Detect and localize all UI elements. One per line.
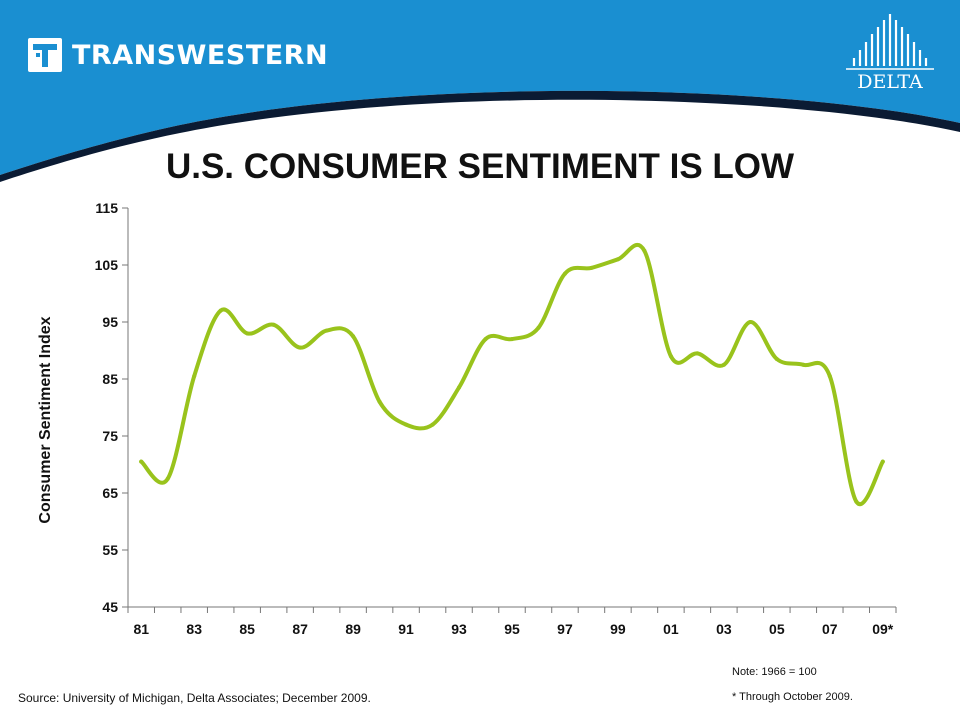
note-base-year: Note: 1966 = 100 (732, 666, 817, 678)
y-tick-label: 85 (102, 371, 118, 387)
y-tick-label: 115 (95, 200, 118, 216)
x-tick-label: 95 (504, 621, 520, 637)
data-point (377, 399, 382, 404)
y-tick-label: 55 (102, 542, 118, 558)
data-point (589, 265, 594, 270)
data-point (457, 385, 461, 390)
x-tick-label: 83 (186, 621, 202, 637)
x-tick-label: 81 (133, 621, 149, 637)
data-point (827, 374, 832, 379)
data-point (642, 248, 647, 253)
x-tick-label: 97 (557, 621, 573, 637)
x-tick-label: 07 (822, 621, 838, 637)
chart-axes (127, 208, 896, 608)
x-axis-ticks: 81 83 85 87 89 91 93 95 97 99 01 03 05 07 09* (127, 607, 897, 637)
data-point (563, 271, 567, 276)
data-point (748, 320, 753, 324)
data-point (192, 374, 197, 379)
x-tick-label: 87 (292, 621, 308, 637)
brand-logo-text: TRANSWESTERN (72, 40, 329, 71)
x-tick-label: 03 (716, 621, 732, 637)
sentiment-series-line (139, 242, 885, 507)
y-tick-label: 75 (102, 428, 118, 444)
data-point (324, 328, 329, 333)
slide-title: U.S. CONSUMER SENTIMENT IS LOW (165, 147, 795, 186)
y-tick-label: 95 (102, 314, 118, 330)
header-blue-band (0, 0, 960, 175)
delta-logo-text: DELTA (857, 71, 923, 93)
data-point (430, 422, 435, 427)
source-note: Source: University of Michigan, Delta As… (18, 691, 371, 705)
x-tick-label: 91 (398, 621, 414, 637)
x-tick-label: 09* (872, 621, 894, 637)
data-point (615, 257, 620, 262)
y-tick-label: 45 (102, 599, 118, 615)
x-tick-label: 89 (345, 621, 361, 637)
transwestern-logo-icon (28, 38, 62, 72)
delta-logo-icon: DELTA (846, 14, 934, 93)
data-point (880, 459, 885, 464)
y-tick-label: 105 (95, 257, 119, 273)
data-point (404, 422, 409, 427)
header-band (0, 0, 960, 182)
y-axis-ticks: 45 55 65 75 85 95 105 115 (95, 200, 128, 615)
data-point (165, 476, 170, 481)
x-tick-label: 05 (769, 621, 785, 637)
data-point (351, 334, 356, 339)
data-point (695, 351, 700, 356)
data-point (668, 354, 673, 359)
data-point (245, 331, 250, 336)
x-tick-label: 01 (663, 621, 679, 637)
data-point (536, 325, 541, 330)
y-axis-label: Consumer Sentiment Index (37, 316, 54, 524)
data-point (139, 459, 144, 464)
data-point (510, 337, 514, 342)
data-point (271, 322, 276, 327)
chart-series (139, 242, 885, 507)
data-point (774, 357, 779, 361)
x-tick-label: 93 (451, 621, 467, 637)
data-point (721, 362, 726, 367)
x-tick-label: 99 (610, 621, 626, 637)
y-tick-label: 65 (102, 485, 118, 501)
data-point (854, 499, 859, 504)
note-through-date: * Through October 2009. (732, 691, 853, 703)
line-chart: 45 55 65 75 85 95 105 115 81 83 85 87 89 91 93 95 97 99 0… (95, 200, 897, 637)
data-point (218, 308, 223, 313)
data-point (801, 362, 806, 367)
data-point (298, 345, 303, 350)
x-tick-label: 85 (239, 621, 255, 637)
data-point (483, 337, 488, 342)
